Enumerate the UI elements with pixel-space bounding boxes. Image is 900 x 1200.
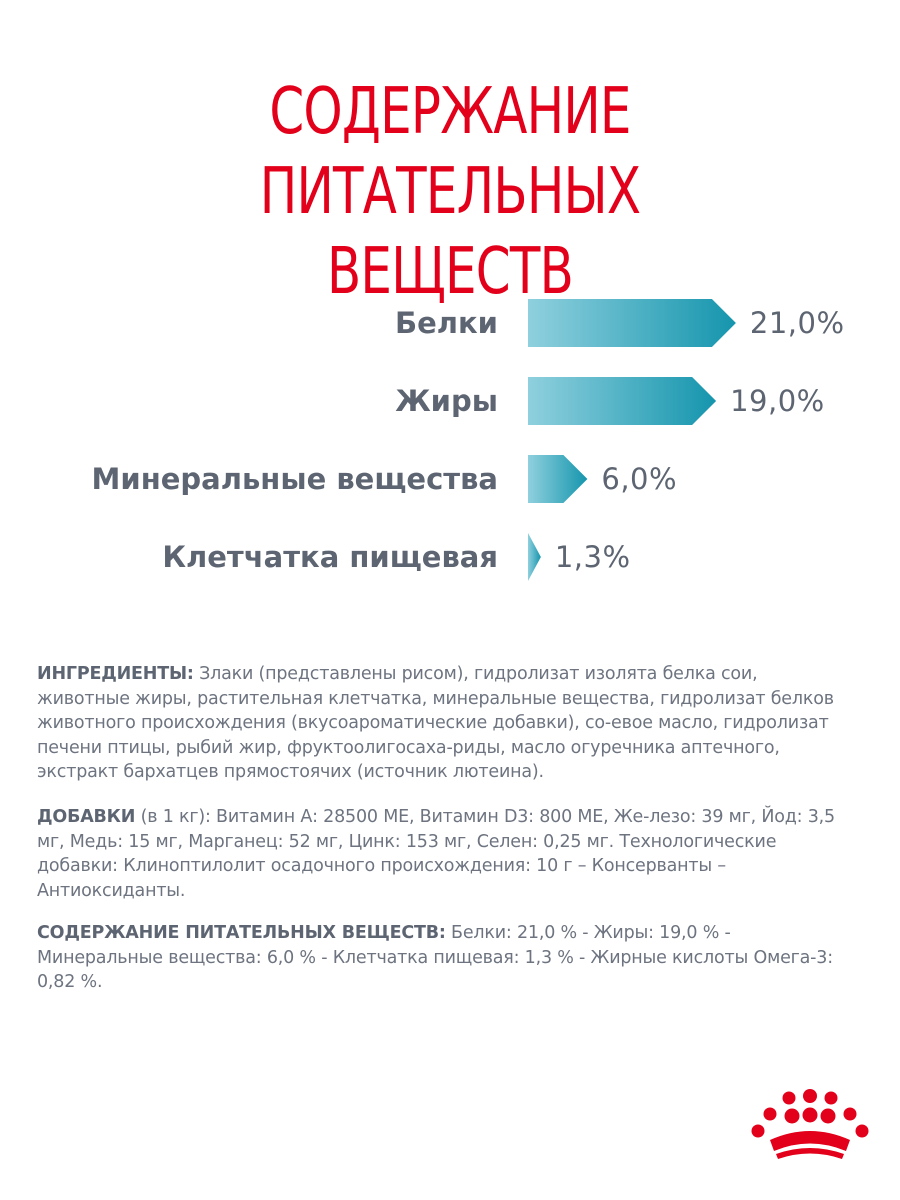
nutrients-label: СОДЕРЖАНИЕ ПИТАТЕЛЬНЫХ ВЕЩЕСТВ:	[37, 923, 446, 943]
title-line-2: ВЕЩЕСТВ	[326, 235, 574, 309]
category-label-3: Минеральные вещества	[92, 462, 498, 496]
title-line-1: СОДЕРЖАНИЕ ПИТАТЕЛЬНЫХ	[259, 75, 641, 229]
category-label-1: Белки	[395, 306, 498, 340]
ingredients-text: Злаки (представлены рисом), гидролизат и…	[37, 664, 834, 782]
nutrient-bar-chart: Белки 21,0% Жиры 19,0% Минеральные вещества 6…	[92, 299, 845, 581]
category-label-4: Клетчатка пищевая	[162, 540, 498, 574]
ingredients-paragraph: ИНГРЕДИЕНТЫ: Злаки (представлены рисом),…	[37, 662, 855, 785]
value-label-1: 21,0%	[750, 306, 845, 340]
value-label-3: 6,0%	[601, 462, 677, 496]
bar-2	[528, 377, 717, 425]
category-label-2: Жиры	[395, 384, 498, 418]
ingredients-label: ИНГРЕДИЕНТЫ:	[37, 664, 194, 684]
bar-4	[528, 533, 541, 581]
nutrients-paragraph: СОДЕРЖАНИЕ ПИТАТЕЛЬНЫХ ВЕЩЕСТВ: Белки: 2…	[37, 921, 855, 995]
additives-text: (в 1 кг): Витамин А: 28500 МЕ, Витамин D…	[37, 807, 835, 901]
value-label-2: 19,0%	[730, 384, 825, 418]
royal-canin-crown-logo-icon	[751, 1089, 869, 1159]
nutrients-text: Белки: 21,0 % - Жиры: 19,0 % - Минеральн…	[37, 923, 833, 992]
bar-1	[528, 299, 736, 347]
value-label-4: 1,3%	[555, 540, 631, 574]
additives-label: ДОБАВКИ	[37, 807, 136, 827]
additives-paragraph: ДОБАВКИ (в 1 кг): Витамин А: 28500 МЕ, В…	[37, 805, 855, 903]
bar-3	[528, 455, 588, 503]
page-title: СОДЕРЖАНИЕ ПИТАТЕЛЬНЫХ ВЕЩЕСТВ	[99, 72, 801, 312]
